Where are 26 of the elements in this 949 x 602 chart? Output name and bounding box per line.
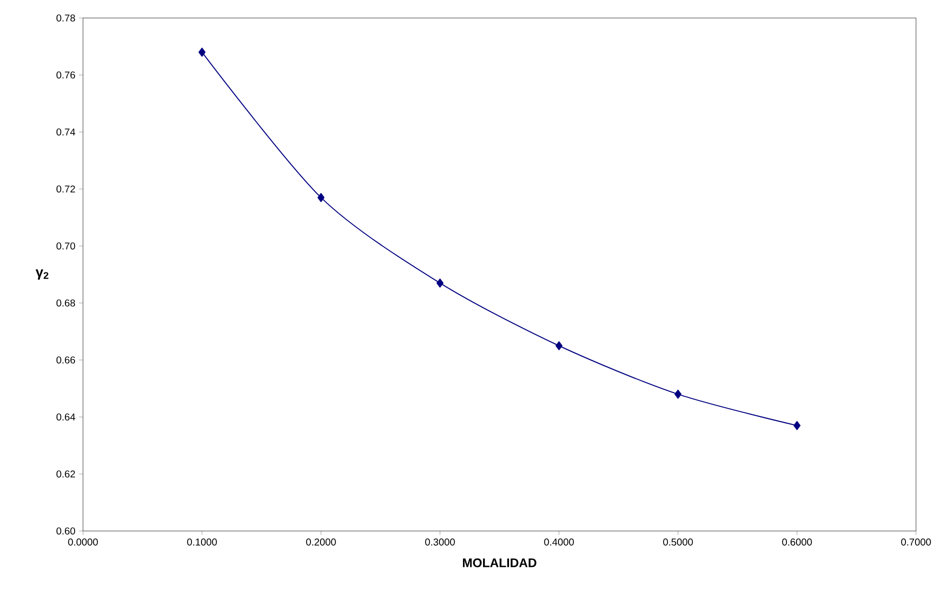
y-tick-label: 0.76: [56, 71, 76, 79]
y-axis-title: γ$_{2}$: [36, 269, 48, 280]
y-tick-label: 0.64: [56, 413, 76, 421]
x-tick-label: 0.1000: [187, 538, 217, 546]
y-tick-label: 0.66: [56, 356, 76, 364]
x-axis-title: MOLALIDAD: [462, 558, 536, 568]
x-tick-label: 0.2000: [306, 538, 336, 546]
x-tick-label: 0.5000: [663, 538, 693, 546]
point: [556, 341, 563, 350]
x-tick-label: 0.0000: [68, 538, 98, 546]
y-tick-label: 0.60: [56, 527, 76, 535]
point: [436, 278, 444, 288]
y-tick-label: 0.78: [56, 14, 76, 22]
x-tick-label: 0.7000: [901, 538, 931, 546]
x-tick-label: 0.4000: [544, 538, 574, 546]
y-tick-label: 0.74: [56, 128, 76, 136]
y-tick-label: 0.70: [56, 242, 76, 250]
y-tick-label: 0.68: [56, 299, 76, 307]
point: [674, 390, 682, 399]
point: [794, 421, 801, 430]
point: [318, 193, 324, 202]
y-tick-label: 0.62: [56, 470, 75, 478]
x-tick-label: 0.6000: [782, 538, 812, 546]
y-tick-label: 0.72: [56, 185, 75, 193]
point: [198, 48, 206, 57]
x-tick-label: 0.3000: [425, 538, 455, 546]
